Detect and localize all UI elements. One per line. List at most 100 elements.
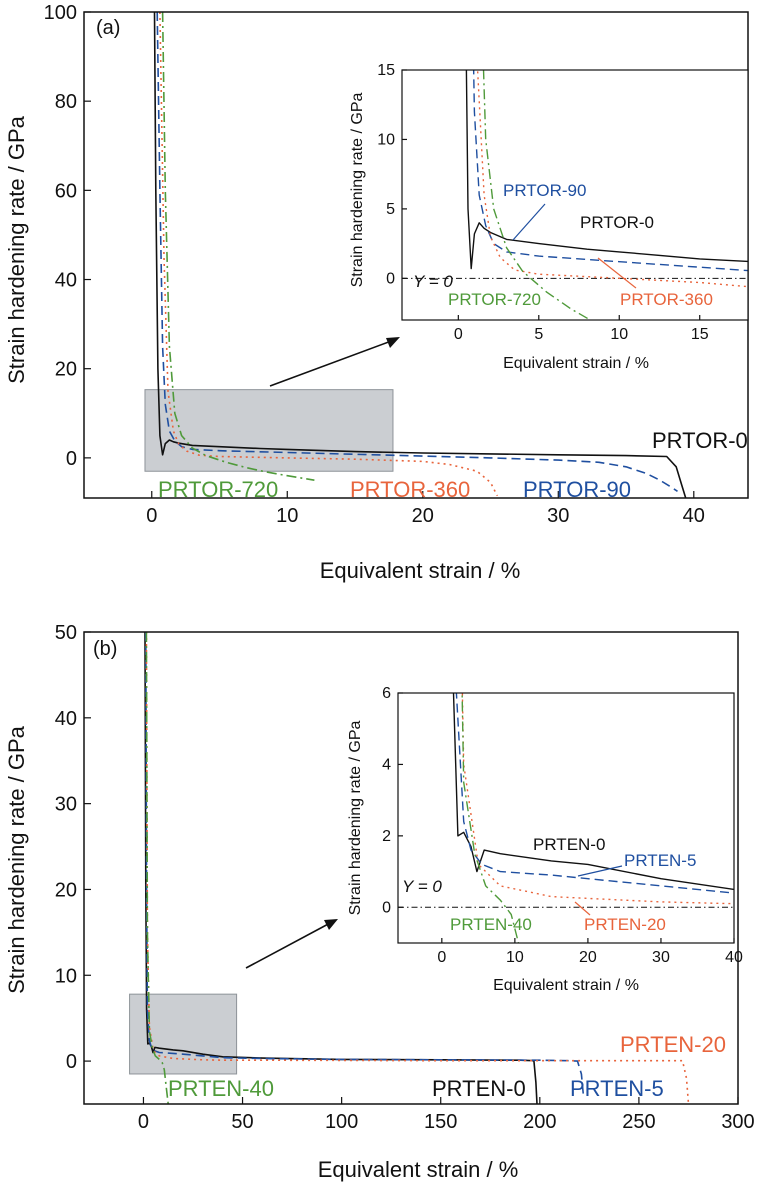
panel-a-label-prtor-360: PRTOR-360: [350, 477, 470, 502]
panel-a-inset-pointer-prtor-90: [512, 203, 546, 241]
panel-b-series-prten-40: [145, 632, 169, 1104]
panel-b-inset-y-tick-label: 2: [382, 828, 391, 845]
panel-a-inset-series-prtor-720: [482, 70, 592, 320]
panel-b-inset-y-axis-title: Strain hardening rate / GPa: [347, 721, 364, 916]
panel-b-x-tick-label: 50: [231, 1111, 253, 1133]
panel-b-x-tick-label: 0: [138, 1111, 149, 1133]
panel-b-y-tick-label: 40: [55, 708, 77, 730]
panel-b-label-prten-20: PRTEN-20: [620, 1032, 726, 1057]
panel-b-inset-pointer-prten-20: [574, 901, 591, 916]
panel-b-label-prten-0: PRTEN-0: [432, 1076, 526, 1101]
panel-b-x-axis-title: Equivalent strain / %: [318, 1157, 519, 1182]
panel-b-y-axis-title: Strain hardening rate / GPa: [4, 725, 29, 994]
panel-a-inset-label-prtor-360: PRTOR-360: [620, 290, 713, 309]
panel-a-x-tick-label: 30: [547, 505, 569, 527]
panel-a-inset-y-tick-label: 0: [386, 270, 395, 287]
panel-a-inset-label-prtor-0: PRTOR-0: [580, 213, 654, 232]
panel-b-inset-series-prten-5: [455, 693, 734, 894]
panel-a-inset-label-prtor-720: PRTOR-720: [448, 290, 541, 309]
panel-b-inset-x-tick-label: 40: [725, 949, 743, 966]
panel-b-inset-x-tick-label: 10: [506, 949, 524, 966]
panel-a-x-tick-label: 0: [146, 505, 157, 527]
panel-a-label: (a): [96, 17, 120, 39]
panel-a-inset-pointer-prtor-360: [597, 257, 637, 289]
panel-a-series-prtor-720: [161, 12, 315, 481]
panel-a-x-tick-label: 20: [412, 505, 434, 527]
panel-a-series-prtor-360: [159, 12, 499, 497]
panel-b-x-tick-label: 150: [424, 1111, 457, 1133]
panel-a-zoom-box-layer: [144, 389, 394, 472]
panel-a-inset-x-tick-label: 10: [610, 326, 628, 343]
panel-a-inset-series-prtor-0: [465, 70, 748, 270]
panel-b-inset-series-prten-0: [452, 693, 734, 891]
panel-a-inset: 0 5 10 15 0 5 10 15 Equivalent strain / % Strai…: [349, 62, 749, 372]
panel-b-series-prten-5: [145, 632, 585, 1096]
panel-a-inset-y-axis-title: Strain hardening rate / GPa: [349, 93, 366, 288]
panel-a-series-prtor-90: [156, 12, 678, 492]
panel-a-y-tick-label: 20: [55, 359, 77, 381]
panel-b-label-prten-5: PRTEN-5: [570, 1076, 664, 1101]
panel-b-inset-background: [398, 693, 734, 943]
panel-b-zoom-arrow: [245, 921, 333, 969]
panel-b-x-tick-label: 100: [325, 1111, 358, 1133]
panel-b-inset-frame: [397, 692, 735, 944]
panel-a-series-layer: [153, 12, 687, 498]
panel-a-inset-frame: [401, 69, 749, 321]
panel-a-inset-x-tick-label: 5: [534, 326, 543, 343]
panel-a-inset-y-tick-label: 15: [377, 62, 395, 79]
panel-b-inset-label-prten-20: PRTEN-20: [584, 915, 666, 934]
panel-b-y-tick-label: 0: [66, 1051, 77, 1073]
panel-a-y-tick-label: 60: [55, 180, 77, 202]
panel-b-x-tick-label: 300: [721, 1111, 754, 1133]
panel-b-inset-x-tick-label: 30: [652, 949, 670, 966]
panel-b-inset-ticks: 0 10 20 30 40 0 2 4 6: [382, 685, 743, 966]
panel-b-inset-series-layer: [398, 693, 734, 943]
panel-b-inset-baseline-label: Y = 0: [402, 877, 442, 896]
panel-b-y-tick-label: 20: [55, 879, 77, 901]
panel-b-zoom-box-layer: [129, 993, 238, 1075]
panel-b-x-tick-label: 250: [622, 1111, 655, 1133]
panel-b-y-tick-label: 50: [55, 622, 77, 644]
panel-b-zoom-box: [129, 993, 238, 1075]
panel-a-y-tick-label: 100: [44, 2, 77, 24]
panel-a-inset-series-prtor-90: [472, 70, 748, 272]
panel-b-zoom-arrow-head: [324, 919, 338, 930]
panel-b-inset-label-prten-5: PRTEN-5: [624, 851, 696, 870]
panel-b-inset-x-tick-label: 20: [579, 949, 597, 966]
panel-a-inset-x-axis-title: Equivalent strain / %: [503, 355, 649, 372]
panel-a-inset-ticks: 0 5 10 15 0 5 10 15: [377, 62, 709, 343]
panel-b-inset-label-prten-0: PRTEN-0: [533, 835, 605, 854]
panel-b-series-layer: [144, 632, 690, 1104]
panel-a-x-tick-label: 40: [683, 505, 705, 527]
panel-a-y-axis-title: Strain hardening rate / GPa: [4, 115, 29, 384]
panel-b-inset-x-axis-title: Equivalent strain / %: [493, 977, 639, 994]
panel-a-inset-x-tick-label: 15: [691, 326, 709, 343]
panel-b-inset-label-prten-40: PRTEN-40: [450, 915, 532, 934]
panel-b-y-tick-label: 10: [55, 965, 77, 987]
panel-a-zoom-arrow: [269, 339, 395, 387]
panel-b-inset: 0 10 20 30 40 0 2 4 6 Equivalent strain / % Stra…: [347, 685, 743, 994]
panel-a-zoom-box: [144, 389, 394, 472]
panel-a-y-tick-label: 40: [55, 270, 77, 292]
panel-a-inset-y-tick-label: 10: [377, 131, 395, 148]
panel-a-label-prtor-90: PRTOR-90: [523, 477, 631, 502]
panel-a-inset-baseline-label: Y = 0: [413, 272, 453, 291]
panel-a-label-prtor-0: PRTOR-0: [652, 428, 748, 453]
panel-a-y-tick-label: 0: [66, 448, 77, 470]
panel-b-x-tick-label: 200: [523, 1111, 556, 1133]
panel-a-x-tick-label: 10: [276, 505, 298, 527]
panel-a-label-prtor-720: PRTOR-720: [158, 477, 278, 502]
panel-b-inset-y-tick-label: 0: [382, 899, 391, 916]
panel-b-inset-series-prten-20: [461, 693, 734, 905]
panel-b-label: (b): [93, 638, 117, 660]
panel-b-inset-pointer-prten-5: [577, 865, 623, 877]
panel-b-inset-y-tick-label: 6: [382, 685, 391, 702]
panel-a-y-tick-label: 80: [55, 91, 77, 113]
panel-a-x-axis-title: Equivalent strain / %: [320, 558, 521, 583]
panel-b-inset-x-tick-label: 0: [437, 949, 446, 966]
